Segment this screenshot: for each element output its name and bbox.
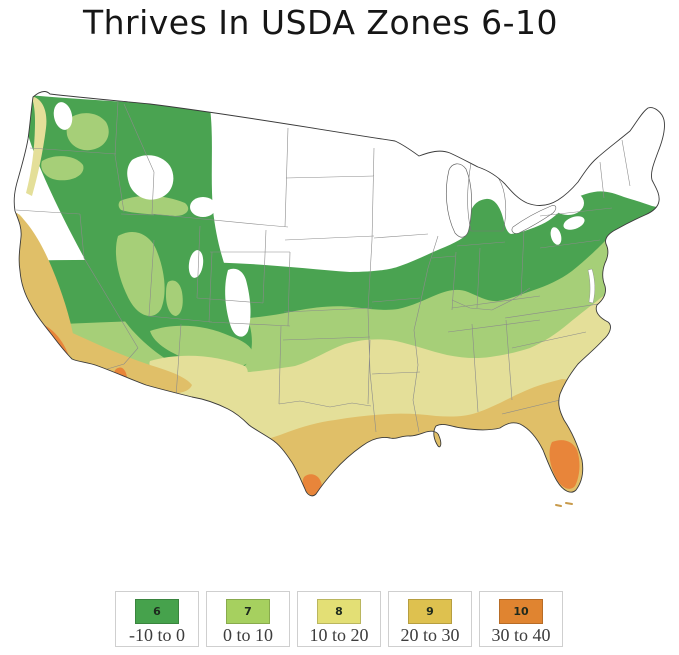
- legend-range-label: -10 to 0: [129, 625, 185, 645]
- zone-7-patch-oregon: [41, 156, 84, 181]
- state-borders: [15, 101, 631, 433]
- chesapeake-bay: [587, 268, 595, 304]
- zone-7-patch-nevada: [166, 280, 183, 316]
- legend-range-label: 10 to 20: [309, 625, 369, 645]
- zone-7-patch-snake-plain: [118, 195, 189, 216]
- lake-michigan: [445, 163, 473, 238]
- legend-zone-number: 10: [513, 605, 529, 618]
- legend-zone-number: 8: [335, 605, 343, 618]
- page-title: Thrives In USDA Zones 6-10: [82, 3, 559, 42]
- legend-zone-number: 9: [426, 605, 434, 618]
- legend-item-zone-7: 7 0 to 10: [206, 591, 290, 647]
- zone-7-patch-great-basin: [115, 232, 165, 316]
- legend-swatch-zone-7: 7: [226, 599, 270, 624]
- florida-keys: [555, 502, 573, 507]
- legend-range-label: 20 to 30: [400, 625, 460, 645]
- zone-9-patch-california-valley: [14, 213, 75, 357]
- legend-item-zone-6: 6 -10 to 0: [115, 591, 199, 647]
- legend-range-label: 30 to 40: [491, 625, 551, 645]
- mountain-white-patches: [53, 102, 585, 337]
- legend-zone-number: 7: [244, 605, 252, 618]
- legend: 6 -10 to 0 7 0 to 10 8 10 to 20 9 20 to 30 10 30 …: [115, 591, 563, 647]
- zone-9-region: [14, 379, 665, 496]
- legend-swatch-zone-8: 8: [317, 599, 361, 624]
- legend-swatch-zone-6: 6: [135, 599, 179, 624]
- legend-item-zone-9: 9 20 to 30: [388, 591, 472, 647]
- zone-8-patch-puget-willamette: [26, 97, 47, 196]
- lake-erie: [511, 205, 557, 234]
- legend-item-zone-8: 8 10 to 20: [297, 591, 381, 647]
- zone-10-region-south-florida: [549, 440, 580, 489]
- us-map-outline: [13, 91, 665, 497]
- legend-zone-number: 6: [153, 605, 161, 618]
- legend-swatch-zone-9: 9: [408, 599, 452, 624]
- zone-10-region-south-texas: [302, 474, 322, 496]
- usda-zone-map: [13, 91, 665, 507]
- legend-item-zone-10: 10 30 to 40: [479, 591, 563, 647]
- zone-7-patch-az-nm: [150, 325, 254, 368]
- legend-range-label: 0 to 10: [222, 625, 273, 645]
- zone-7-patch-columbia-basin: [66, 113, 109, 151]
- legend-swatch-zone-10: 10: [499, 599, 543, 624]
